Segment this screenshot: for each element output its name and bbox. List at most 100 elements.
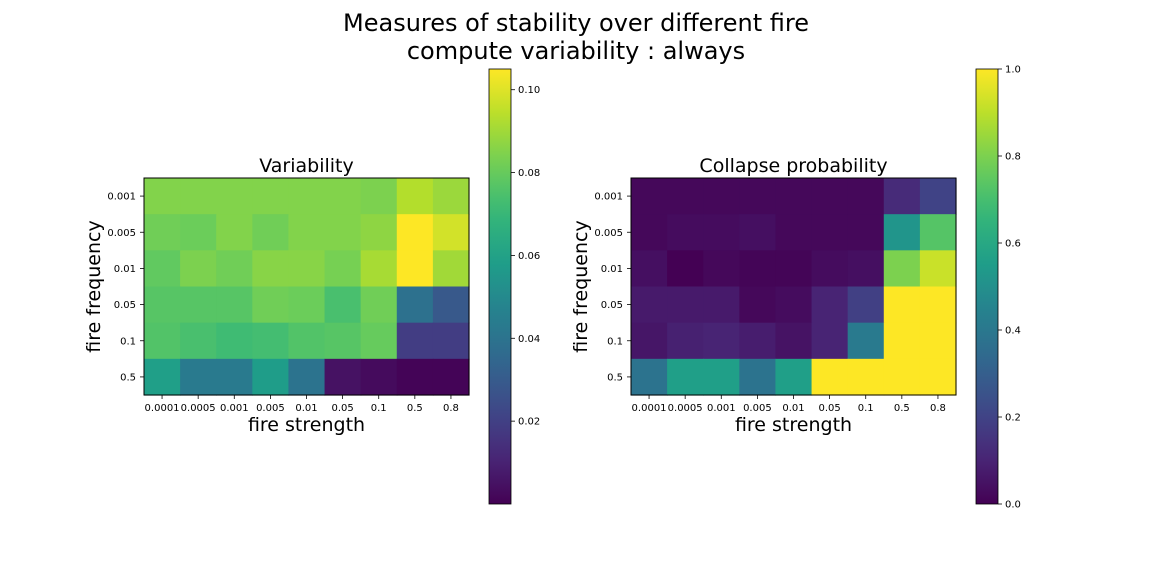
- heatmap-cell: [631, 178, 668, 215]
- heatmap-cell: [180, 178, 217, 215]
- y-tick-label: 0.5: [120, 372, 136, 383]
- colorbar-tick-label: 0.08: [518, 168, 540, 179]
- heatmap-cell: [216, 214, 253, 251]
- heatmap-cell: [252, 322, 290, 360]
- x-tick-label: 0.001: [220, 403, 249, 414]
- y-tick-label: 0.001: [107, 192, 136, 203]
- x-tick-label: 0.5: [407, 403, 423, 414]
- y-tick-label: 0.05: [114, 300, 136, 311]
- x-tick-label: 0.01: [782, 403, 804, 414]
- heatmap-cell: [667, 286, 704, 324]
- heatmap-cell: [775, 214, 813, 251]
- heatmap-cell: [252, 286, 290, 324]
- heatmap-cell: [324, 358, 362, 396]
- y-tick-label: 0.001: [594, 192, 623, 203]
- heatmap-cell: [739, 250, 777, 288]
- heatmap-cell: [216, 286, 253, 324]
- heatmap-cell: [144, 178, 181, 215]
- x-tick-label: 0.8: [443, 403, 459, 414]
- heatmap-cell: [216, 358, 253, 396]
- heatmap-cell: [919, 214, 957, 251]
- heatmap-cell: [775, 250, 813, 288]
- x-tick-label: 0.0005: [181, 403, 216, 414]
- heatmap-cell: [144, 250, 181, 288]
- colorbar-tick-label: 0.06: [518, 251, 540, 262]
- heatmap-cell: [775, 286, 813, 324]
- heatmap-cell: [360, 178, 398, 215]
- heatmap-cell: [631, 214, 668, 251]
- heatmap-cell: [324, 178, 362, 215]
- heatmap-cell: [144, 286, 181, 324]
- heatmap-cell: [432, 214, 470, 251]
- colorbar: [975, 68, 999, 505]
- heatmap-cell: [324, 214, 362, 251]
- heatmap-cell: [288, 178, 326, 215]
- heatmap-cell: [180, 358, 217, 396]
- heatmap-cell: [360, 214, 398, 251]
- x-tick-label: 0.1: [858, 403, 874, 414]
- heatmap-cell: [847, 250, 885, 288]
- heatmap-cell: [288, 250, 326, 288]
- heatmap-cell: [144, 358, 181, 396]
- colorbar-tick-label: 1.0: [1005, 65, 1021, 76]
- x-tick-label: 0.0001: [632, 403, 667, 414]
- x-axis-label: fire strength: [735, 414, 852, 436]
- heatmap-cell: [883, 358, 921, 396]
- heatmap-cell: [252, 358, 290, 396]
- heatmap-cell: [324, 322, 362, 360]
- colorbar-tick-label: 0.4: [1005, 326, 1021, 337]
- x-tick-label: 0.0005: [668, 403, 703, 414]
- figure-title-line-1: Measures of stability over different fir…: [343, 9, 809, 37]
- y-tick-label: 0.01: [601, 264, 623, 275]
- x-tick-label: 0.05: [818, 403, 840, 414]
- x-tick-label: 0.05: [331, 403, 353, 414]
- y-axis-label: fire frequency: [83, 220, 105, 352]
- heatmap-cell: [919, 178, 957, 215]
- heatmap-cell: [360, 358, 398, 396]
- y-tick-label: 0.1: [607, 336, 623, 347]
- heatmap-cell: [883, 322, 921, 360]
- heatmap-cell: [883, 250, 921, 288]
- heatmap-cell: [739, 214, 777, 251]
- heatmap-cell: [667, 322, 704, 360]
- heatmap-cell: [883, 178, 921, 215]
- heatmap-cell: [252, 214, 290, 251]
- colorbar-tick-label: 0.8: [1005, 152, 1021, 163]
- heatmap-cell: [324, 250, 362, 288]
- heatmap-cell: [396, 250, 434, 288]
- heatmap-cell: [180, 286, 217, 324]
- heatmap-cell: [667, 178, 704, 215]
- heatmap-cell: [396, 178, 434, 215]
- heatmap-cell: [811, 322, 849, 360]
- heatmap-cell: [631, 250, 668, 288]
- heatmap-cell: [667, 214, 704, 251]
- heatmap-cell: [739, 286, 777, 324]
- heatmap-cell: [703, 178, 740, 215]
- heatmap-cell: [432, 178, 470, 215]
- heatmap-cell: [432, 322, 470, 360]
- x-axis-label: fire strength: [248, 414, 365, 436]
- heatmap-cell: [703, 214, 740, 251]
- heatmap-cell: [252, 178, 290, 215]
- heatmap-cell: [703, 250, 740, 288]
- heatmap-cell: [883, 286, 921, 324]
- x-tick-label: 0.005: [743, 403, 772, 414]
- heatmap-cell: [432, 286, 470, 324]
- heatmap-cell: [847, 178, 885, 215]
- heatmap-cell: [216, 178, 253, 215]
- heatmap-cell: [288, 358, 326, 396]
- heatmap-panel-2: 0.0001 0.0005 0.001 0.005 0.01 0.05 0.1 0.5 0.8 0…: [570, 65, 1021, 511]
- heatmap-cell: [396, 214, 434, 251]
- colorbar-tick-label: 0.10: [518, 85, 540, 96]
- heatmap-cell: [703, 286, 740, 324]
- y-tick-label: 0.05: [601, 300, 623, 311]
- heatmap-cell: [811, 214, 849, 251]
- y-tick-label: 0.005: [594, 228, 623, 239]
- y-axis-label: fire frequency: [570, 220, 592, 352]
- heatmap-cell: [180, 322, 217, 360]
- heatmap-cell: [360, 322, 398, 360]
- x-tick-label: 0.8: [930, 403, 946, 414]
- heatmap-cell: [919, 250, 957, 288]
- heatmap-cell: [288, 322, 326, 360]
- heatmap-cell: [847, 286, 885, 324]
